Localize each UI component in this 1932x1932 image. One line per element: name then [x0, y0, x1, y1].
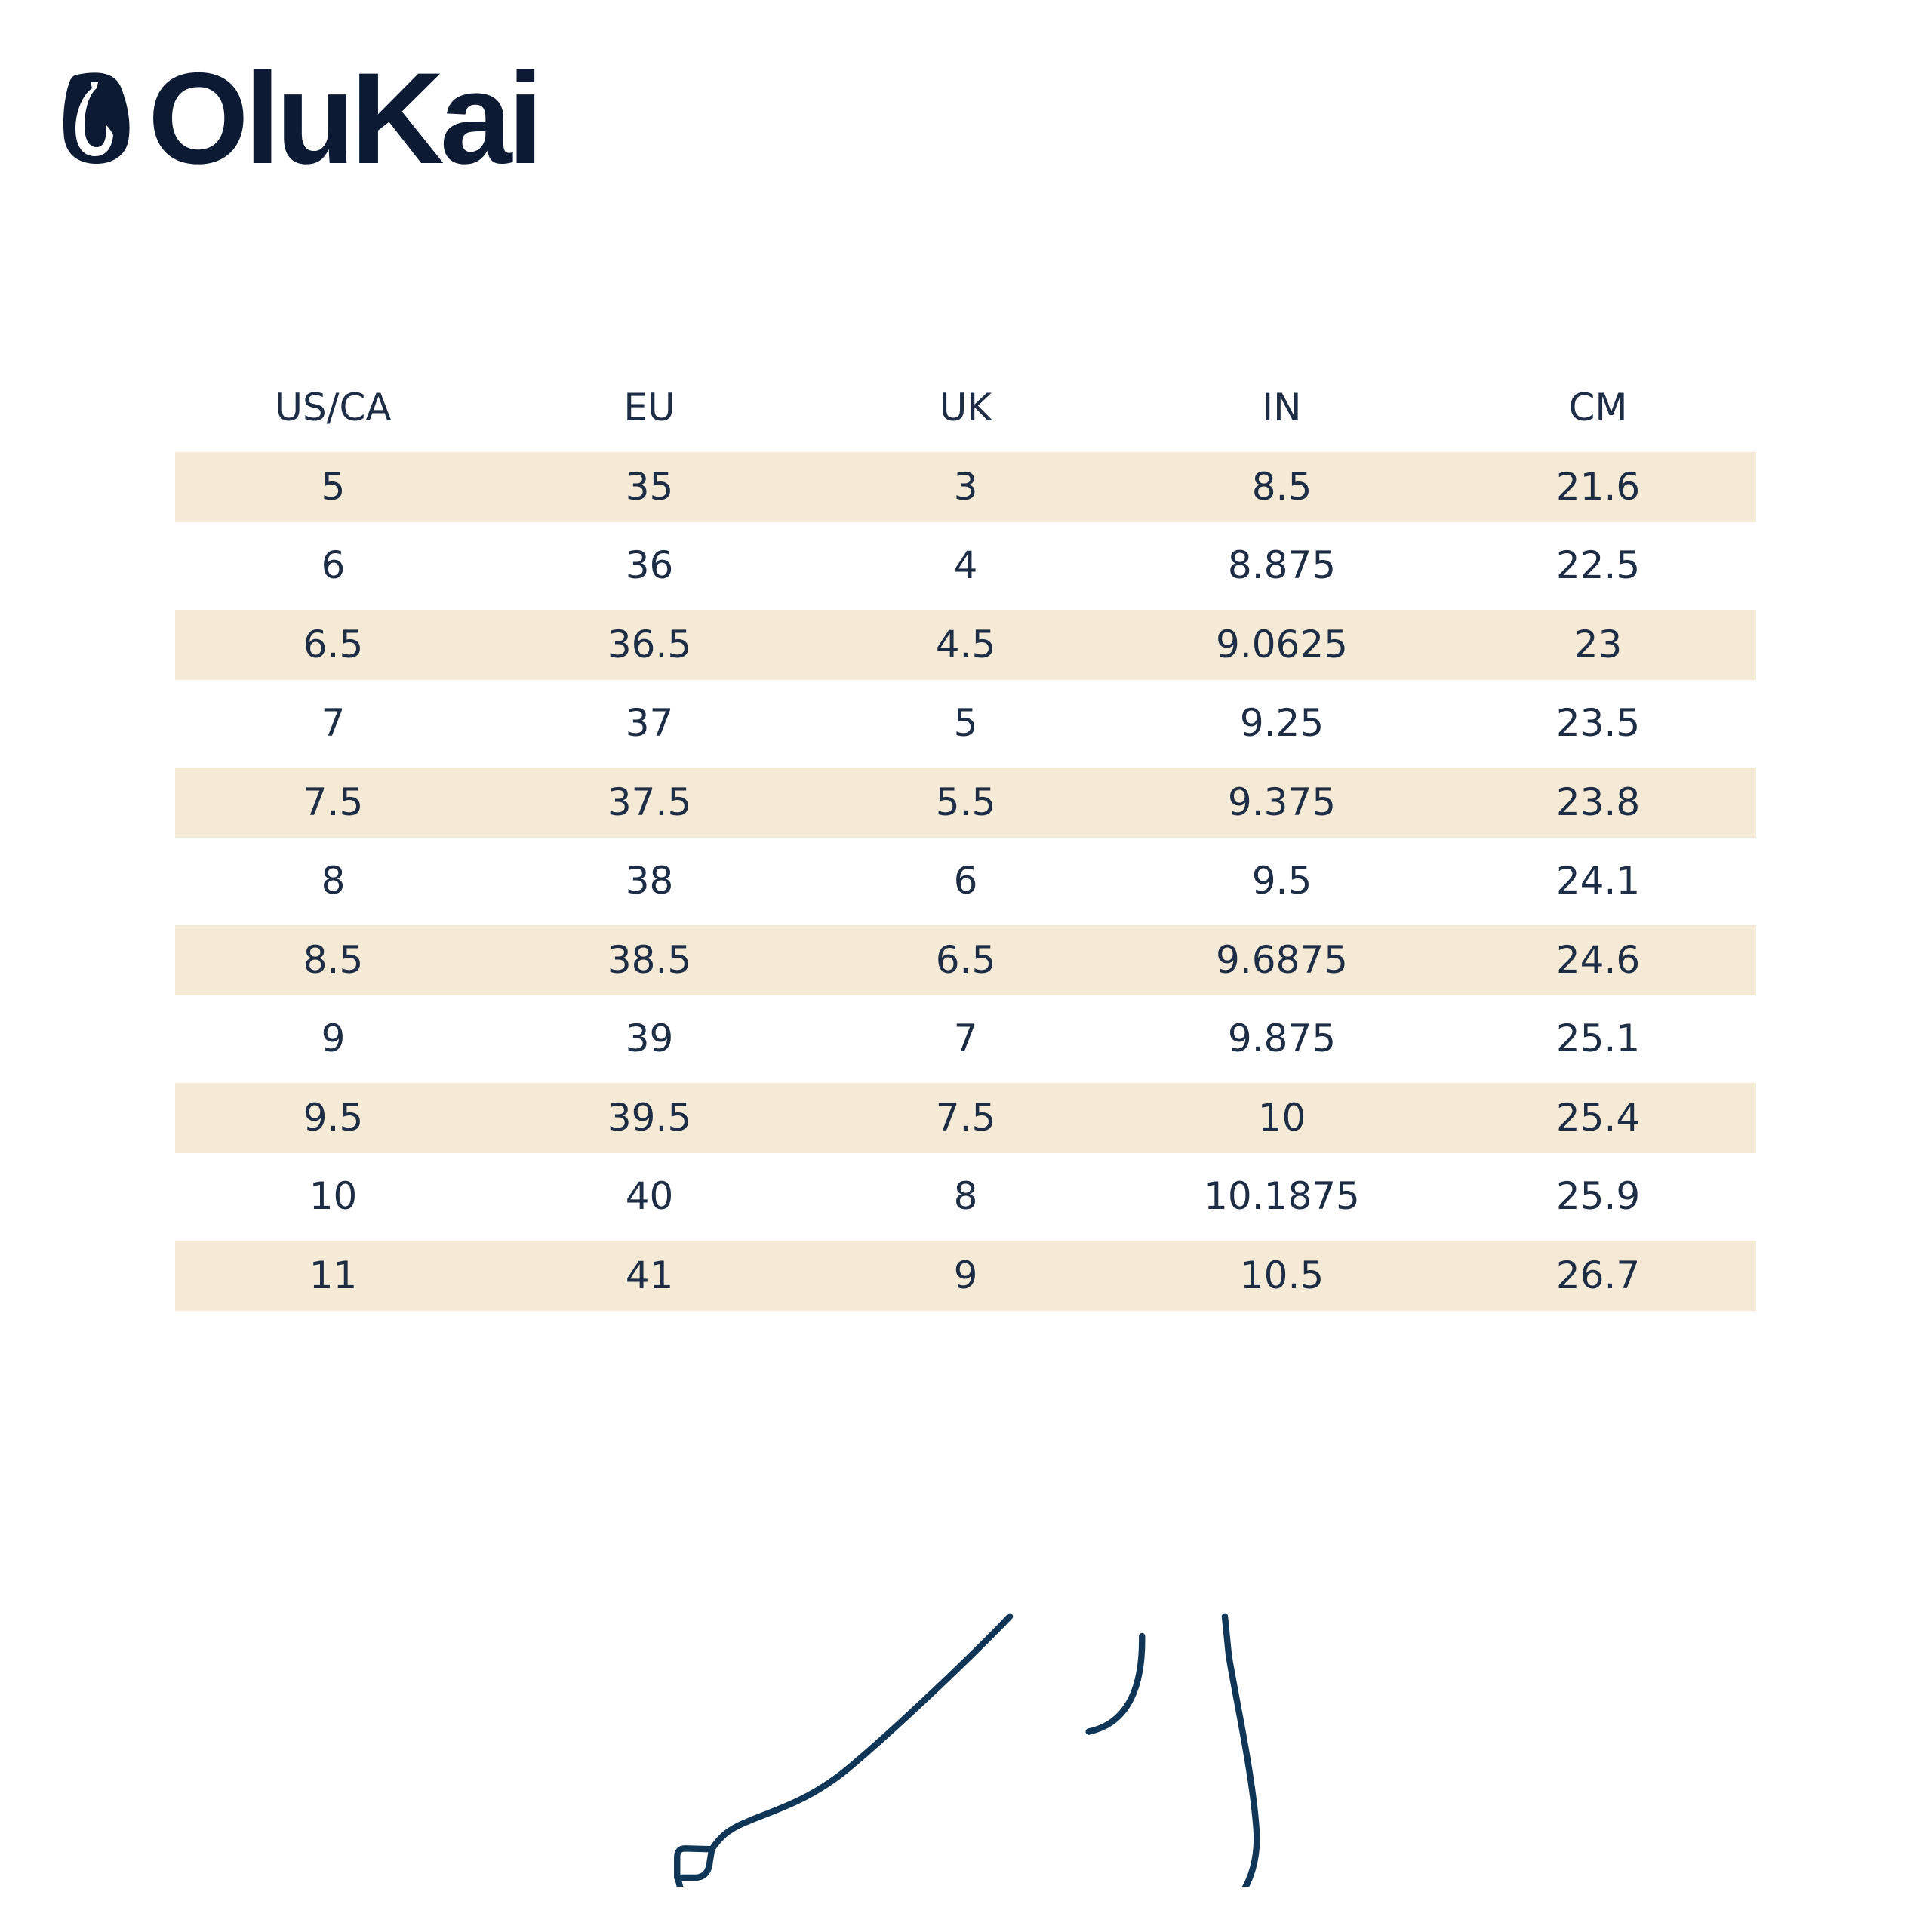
cell-us-ca: 7 — [321, 701, 346, 746]
toenail-shape — [674, 1845, 715, 1881]
cell-cm: 21.6 — [1555, 464, 1641, 509]
table-row: 8 38 6 9.5 24.1 — [175, 841, 1756, 921]
cell-us-ca: 5 — [321, 464, 346, 509]
column-header-us-ca: US/CA — [275, 386, 392, 430]
cell-in: 9.375 — [1227, 780, 1337, 824]
cell-cm: 22.5 — [1555, 543, 1641, 588]
table-row: 5 35 3 8.5 21.6 — [175, 447, 1756, 526]
cell-uk: 4.5 — [935, 622, 996, 666]
cell-in: 8.5 — [1251, 464, 1312, 509]
cell-uk: 7 — [953, 1017, 978, 1061]
table-row: 11 41 9 10.5 26.7 — [175, 1235, 1756, 1315]
foot-instep-line — [709, 1613, 1014, 1853]
table-row: 7 37 5 9.25 23.5 — [175, 684, 1756, 763]
column-header-cm: CM — [1568, 386, 1628, 430]
cell-eu: 41 — [625, 1253, 674, 1297]
cell-eu: 36.5 — [607, 622, 692, 666]
cell-in: 10 — [1257, 1095, 1306, 1140]
cell-cm: 23 — [1574, 622, 1623, 666]
cell-in: 9.5 — [1251, 859, 1312, 903]
fishhook-logo-icon — [63, 72, 130, 164]
table-row: 6.5 36.5 4.5 9.0625 23 — [175, 605, 1756, 684]
column-header-in: IN — [1262, 386, 1302, 430]
foot-length-diagram: length — [674, 1613, 1260, 1887]
cell-eu: 36 — [625, 543, 674, 588]
cell-eu: 39 — [625, 1017, 674, 1061]
cell-in: 9.0625 — [1216, 622, 1348, 666]
cell-uk: 5.5 — [935, 780, 996, 824]
cell-eu: 40 — [625, 1174, 674, 1219]
ankle-line — [1085, 1632, 1146, 1735]
cell-cm: 25.1 — [1555, 1017, 1641, 1061]
cell-in: 9.25 — [1239, 701, 1324, 746]
table-row: 6 36 4 8.875 22.5 — [175, 526, 1756, 605]
cell-cm: 26.7 — [1555, 1253, 1641, 1297]
cell-us-ca: 9 — [321, 1017, 346, 1061]
table-row: 9 39 7 9.875 25.1 — [175, 999, 1756, 1078]
cell-us-ca: 8.5 — [303, 937, 364, 982]
table-row: 9.5 39.5 7.5 10 25.4 — [175, 1078, 1756, 1157]
cell-eu: 37.5 — [607, 780, 692, 824]
column-header-uk: UK — [939, 386, 992, 430]
cell-us-ca: 7.5 — [303, 780, 364, 824]
table-row: 10 40 8 10.1875 25.9 — [175, 1157, 1756, 1236]
cell-eu: 38 — [625, 859, 674, 903]
cell-eu: 39.5 — [607, 1095, 692, 1140]
cell-in: 10.1875 — [1204, 1174, 1360, 1219]
cell-uk: 5 — [953, 701, 978, 746]
olukai-logo: OluKai — [62, 54, 543, 183]
cell-us-ca: 8 — [321, 859, 346, 903]
column-header-eu: EU — [623, 386, 675, 430]
table-header-row: US/CA EU UK IN CM — [175, 368, 1756, 448]
cell-us-ca: 6.5 — [303, 622, 364, 666]
cell-uk: 4 — [953, 543, 978, 588]
cell-uk: 6 — [953, 859, 978, 903]
cell-uk: 6.5 — [935, 937, 996, 982]
cell-cm: 23.5 — [1555, 701, 1641, 746]
cell-cm: 23.8 — [1555, 780, 1641, 824]
cell-in: 8.875 — [1227, 543, 1337, 588]
cell-us-ca: 9.5 — [303, 1095, 364, 1140]
cell-cm: 25.4 — [1555, 1095, 1641, 1140]
cell-cm: 24.1 — [1555, 859, 1641, 903]
table-row: 8.5 38.5 6.5 9.6875 24.6 — [175, 920, 1756, 999]
cell-cm: 24.6 — [1555, 937, 1641, 982]
cell-eu: 38.5 — [607, 937, 692, 982]
cell-uk: 8 — [953, 1174, 978, 1219]
cell-in: 9.6875 — [1216, 937, 1348, 982]
brand-wordmark: OluKai — [148, 46, 543, 191]
cell-uk: 3 — [953, 464, 978, 509]
cell-us-ca: 6 — [321, 543, 346, 588]
cell-eu: 37 — [625, 701, 674, 746]
foot-sole-line — [675, 1613, 1260, 1887]
cell-us-ca: 11 — [309, 1253, 358, 1297]
cell-uk: 7.5 — [935, 1095, 996, 1140]
cell-cm: 25.9 — [1555, 1174, 1641, 1219]
cell-uk: 9 — [953, 1253, 978, 1297]
size-chart-table: US/CA EU UK IN CM 5 35 3 8.5 21.6 6 36 4 8.875 22… — [175, 368, 1756, 1315]
table-row: 7.5 37.5 5.5 9.375 23.8 — [175, 762, 1756, 841]
cell-in: 10.5 — [1239, 1253, 1324, 1297]
cell-us-ca: 10 — [309, 1174, 358, 1219]
cell-eu: 35 — [625, 464, 674, 509]
cell-in: 9.875 — [1227, 1017, 1337, 1061]
